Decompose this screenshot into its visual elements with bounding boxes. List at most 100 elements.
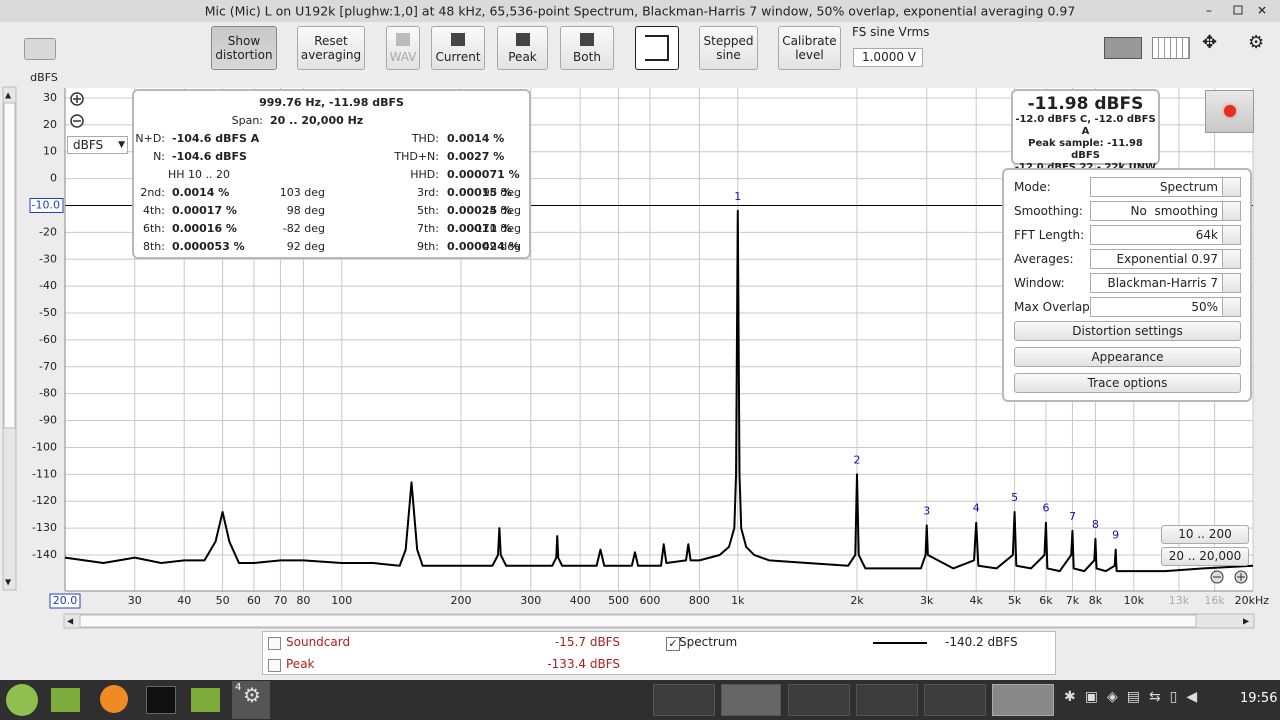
setting-select[interactable]: 64k [1090, 225, 1241, 245]
close[interactable]: ✕ [1257, 4, 1267, 18]
x-tick-label: 40 [177, 594, 191, 607]
dist-header: 999.76 Hz, -11.98 dBFS [259, 96, 404, 109]
setting-select[interactable]: No smoothing [1090, 201, 1241, 221]
task-window-active[interactable] [992, 684, 1054, 716]
scroll-left[interactable]: ◀ [67, 617, 74, 626]
task-window[interactable] [788, 684, 850, 716]
x-tick-label: 600 [639, 594, 660, 607]
harmonic-marker: 1 [734, 190, 741, 203]
reset-averaging[interactable]: Reset averaging [297, 26, 365, 70]
legend-value: -133.4 dBFS [547, 657, 620, 671]
show-distortion[interactable]: Show distortion [211, 26, 277, 70]
firefox-icon[interactable] [100, 685, 128, 713]
task-window[interactable] [721, 684, 781, 716]
floppy-icon [396, 32, 410, 46]
dist-text: 98 deg [482, 186, 521, 199]
scroll-up[interactable]: ▲ [5, 91, 12, 100]
y-tick-label: 0 [50, 172, 57, 185]
x-tick-label: 30 [128, 594, 142, 607]
setting-button[interactable]: Distortion settings [1014, 321, 1241, 341]
app-icon[interactable]: 4 ⚙ [232, 681, 270, 719]
setting-select[interactable]: Exponential 0.97 [1090, 249, 1241, 269]
floppy-icon [451, 32, 465, 46]
stepped-sine[interactable]: Stepped sine [699, 26, 758, 70]
x-tick-label: 1k [731, 594, 745, 607]
y-tick-label: -60 [39, 333, 57, 346]
menu-icon[interactable] [6, 684, 38, 716]
x-tick-label: 20.0 [53, 594, 78, 607]
move-icon[interactable]: ✥ [1202, 32, 1218, 53]
dist-text: THD+N: [394, 150, 439, 163]
terminal-icon[interactable] [146, 686, 176, 714]
x-tick-label: 2k [850, 594, 864, 607]
setting-select[interactable]: 50% [1090, 297, 1241, 317]
level-main: -11.98 dBFS [1027, 94, 1144, 114]
scroll-right[interactable]: ▶ [1243, 617, 1250, 626]
x-tick-label: 20kHz [1235, 594, 1270, 607]
save-current[interactable]: Current [431, 26, 485, 70]
h-scroll-thumb[interactable] [79, 614, 1197, 628]
minimize[interactable]: – [1206, 4, 1212, 18]
dist-text: 20 .. 20,000 Hz [270, 114, 364, 127]
legend-name: Soundcard [286, 635, 351, 649]
legend-value: -15.7 dBFS [554, 635, 620, 649]
settings-panel: Mode: Spectrum Smoothing: No smoothing FFT L… [1002, 168, 1252, 402]
legend-checkbox[interactable] [268, 659, 281, 672]
y-tick-label: -130 [32, 521, 57, 534]
setting-button[interactable]: Appearance [1014, 347, 1241, 367]
dist-text: 7th: [417, 222, 439, 235]
dist-text: 92 deg [286, 240, 325, 253]
level-box: -11.98 dBFS -12.0 dBFS C, -12.0 dBFS A Pe… [1011, 89, 1160, 185]
record-button[interactable] [1205, 90, 1254, 133]
folder-icon[interactable] [191, 688, 220, 712]
unit-select[interactable]: dBFS ▼ [67, 136, 128, 154]
legend-checkbox[interactable] [268, 637, 281, 650]
settings-icon[interactable]: ⚙ [1248, 32, 1265, 53]
save-both[interactable]: Both [560, 26, 614, 70]
setting-label: FFT Length: [1014, 228, 1085, 242]
x-tick-label: 300 [520, 594, 541, 607]
x-tick-label: 16k [1204, 594, 1225, 607]
y-tick-label: -90 [39, 414, 57, 427]
dist-text: 0.000024 % [447, 240, 520, 253]
scroll-down[interactable]: ▼ [5, 578, 12, 587]
wav-button[interactable]: WAV [386, 26, 420, 70]
dist-text: 0.000053 % [172, 240, 245, 253]
range-button[interactable]: 20 .. 20,000 [1161, 547, 1249, 566]
spectrum-checkbox[interactable]: ✓ [666, 637, 680, 651]
dropdown-arrow [1222, 178, 1240, 196]
harmonic-marker: 4 [973, 502, 980, 515]
import-button[interactable] [635, 26, 679, 70]
dist-text: HHD: [410, 168, 439, 181]
setting-button[interactable]: Trace options [1014, 373, 1241, 393]
x-tick-label: 60 [247, 594, 261, 607]
maximize[interactable] [1233, 5, 1243, 15]
x-tick-label: 500 [608, 594, 629, 607]
fs-input[interactable]: 1.0000 V [853, 48, 923, 67]
setting-select[interactable]: Blackman-Harris 7 [1090, 273, 1241, 293]
calibrate-level[interactable]: Calibrate level [778, 26, 841, 70]
task-window[interactable] [856, 684, 918, 716]
range-button[interactable]: 10 .. 200 [1161, 525, 1249, 544]
y-tick-label: -40 [39, 279, 57, 292]
files-icon[interactable] [51, 688, 80, 712]
save-peak[interactable]: Peak [497, 26, 548, 70]
harmonic-marker: 5 [1011, 491, 1018, 504]
setting-select[interactable]: Spectrum [1090, 177, 1241, 197]
peak-label: Peak [508, 49, 537, 64]
setting-value: Spectrum [1159, 180, 1218, 194]
columns-icon[interactable] [1152, 37, 1190, 59]
y-tick-label: -50 [39, 306, 57, 319]
harmonic-marker: 8 [1092, 518, 1099, 531]
clock: 19:56 [1240, 691, 1278, 706]
gear: ⚙ [243, 683, 261, 707]
task-window[interactable] [653, 684, 715, 716]
y-tick-label: 30 [43, 91, 57, 104]
v-scroll-thumb[interactable] [3, 102, 16, 429]
dist-text: -104.6 dBFS [172, 150, 247, 163]
snapshot-button[interactable] [24, 38, 56, 60]
layout-icon[interactable] [1104, 37, 1142, 59]
task-window[interactable] [924, 684, 986, 716]
floppy-icon [580, 32, 594, 46]
